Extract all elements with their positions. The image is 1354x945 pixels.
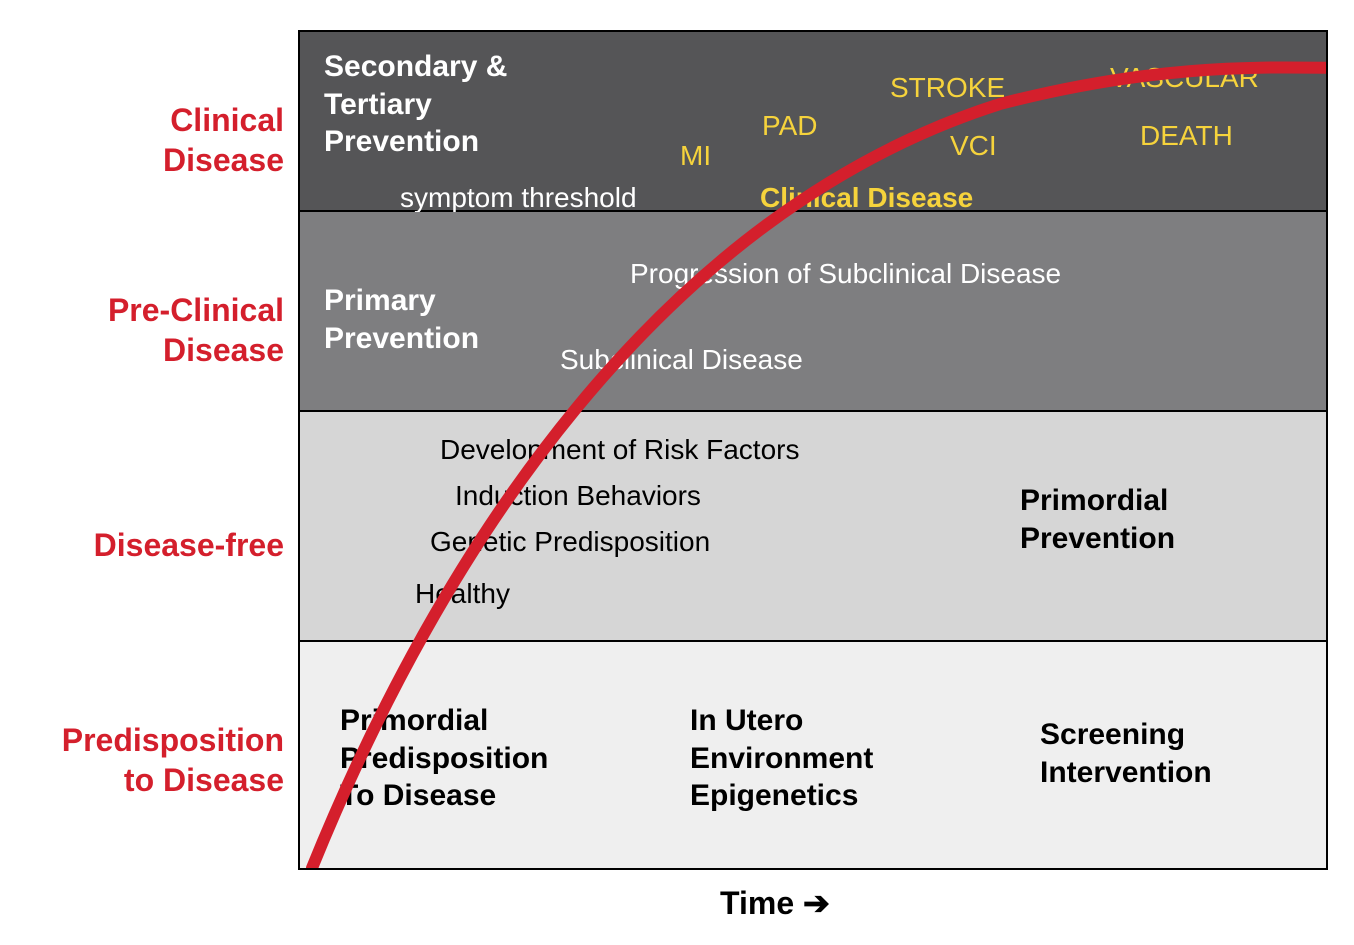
band-text: symptom threshold (400, 180, 637, 215)
disease-progression-diagram: Clinical Disease Pre-Clinical Disease Dise… (0, 0, 1354, 945)
band-text: Subclinical Disease (560, 342, 803, 377)
band-text: Primordial Predisposition To Disease (340, 702, 548, 815)
band-text: Development of Risk Factors (440, 432, 799, 467)
band-text: Progression of Subclinical Disease (630, 256, 1061, 291)
band-text: Screening Intervention (1040, 716, 1212, 791)
band-text: PAD (762, 108, 818, 143)
band-preclinical: Primary Prevention Progression of Subclin… (300, 212, 1326, 412)
y-axis-label: Pre-Clinical Disease (0, 290, 284, 370)
band-predisposition: Primordial Predisposition To Disease In U… (300, 642, 1326, 868)
band-text: DEATH (1140, 118, 1233, 153)
band-text: STROKE (890, 70, 1005, 105)
band-text: MI (680, 138, 711, 173)
band-text: Clinical Disease (760, 180, 973, 215)
band-clinical: Secondary & Tertiary Prevention symptom t… (300, 32, 1326, 212)
y-axis-label: Predisposition to Disease (0, 720, 284, 800)
band-diseasefree: Development of Risk Factors Induction Beh… (300, 412, 1326, 642)
band-text: VASCULAR (1110, 60, 1259, 95)
band-text: Induction Behaviors (455, 478, 701, 513)
band-text: Genetic Predisposition (430, 524, 710, 559)
band-text: Secondary & Tertiary Prevention (324, 48, 507, 161)
y-axis-label: Clinical Disease (0, 100, 284, 180)
y-axis-label: Disease-free (0, 525, 284, 565)
band-text: In Utero Environment Epigenetics (690, 702, 873, 815)
x-axis-label: Time ➔ (720, 884, 830, 922)
chart-area: Secondary & Tertiary Prevention symptom t… (298, 30, 1328, 870)
band-text: Primary Prevention (324, 282, 479, 357)
band-text: VCI (950, 128, 997, 163)
band-text: Healthy (415, 576, 510, 611)
band-text: Primordial Prevention (1020, 482, 1175, 557)
